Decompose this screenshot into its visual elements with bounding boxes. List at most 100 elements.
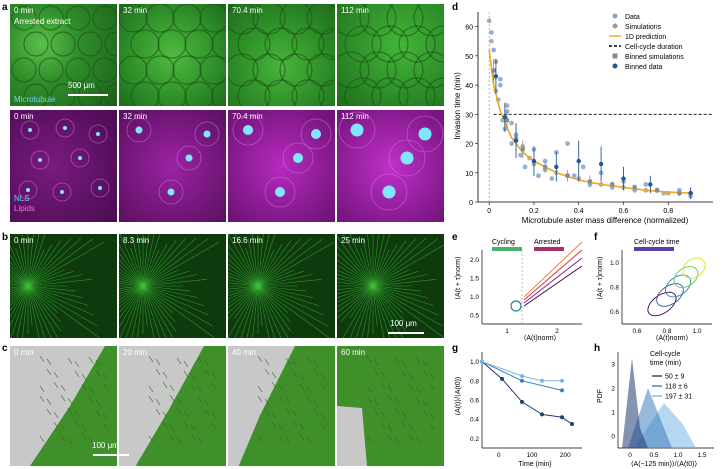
fiber-stroke [39, 355, 45, 363]
fiber-stroke [306, 386, 312, 394]
fiber-stroke [211, 422, 217, 430]
fiber-stroke [74, 360, 80, 368]
microtubule-fiber [142, 238, 187, 287]
cell-boundary [338, 111, 376, 149]
binned-data-marker [502, 115, 508, 120]
cell-outline [50, 31, 76, 57]
microtubule-fiber [27, 249, 45, 287]
microtubule-fiber [372, 285, 404, 338]
f-ylabel: ⟨A(t + τ)norm⟩ [596, 256, 604, 300]
cell-outline [386, 4, 424, 37]
nucleus-dot [243, 125, 253, 135]
microtubule-fiber [119, 285, 144, 319]
microtubule-fiber [257, 285, 330, 338]
fiber-stroke [299, 373, 305, 381]
cell-outline [157, 81, 187, 106]
fiber-stroke [320, 422, 326, 430]
microtubule-fiber [257, 285, 282, 338]
e-legend-arrested: Arrested [534, 239, 561, 246]
e-xtick-label: 1 [505, 328, 509, 335]
fiber-stroke [257, 395, 263, 403]
d-xtick-label: 0.6 [619, 208, 629, 215]
microtubule-fiber [228, 263, 259, 287]
h-legend-title-1: Cell-cycle [650, 351, 680, 358]
d-xtick-label: 0.8 [663, 208, 673, 215]
fiber-stroke [67, 407, 73, 415]
microtubule-fiber [372, 279, 437, 287]
arrested-trajectory [523, 257, 583, 304]
cell-outline [130, 81, 160, 106]
fiber-stroke [264, 358, 270, 366]
fiber-stroke [285, 437, 291, 445]
microtubule-fiber [142, 285, 176, 322]
microtubule-fiber [142, 285, 161, 338]
microtubule-fiber [349, 234, 374, 287]
microtubule-fiber [372, 269, 410, 287]
domain-tile: 20 min [119, 346, 226, 466]
microtubule-fiber [27, 244, 53, 287]
binned-sim-marker [520, 147, 525, 152]
simulation-point [504, 103, 510, 108]
h-density-area [622, 358, 648, 448]
microtubule-fiber [349, 285, 374, 319]
fiber-stroke [46, 398, 52, 406]
cell-outline [371, 77, 409, 106]
binned-sim-marker [587, 179, 592, 184]
fiber-stroke [81, 383, 87, 391]
microtubule-fiber [372, 234, 379, 287]
binned-data-marker [531, 158, 537, 164]
grey-domain [10, 346, 105, 466]
h-xtick-label: 1.5 [697, 452, 706, 459]
cell-boundary [18, 180, 38, 200]
e-xtick-label: 2 [555, 328, 559, 335]
microtubule-fiber [234, 234, 259, 287]
lipids-tile: 70.4 min [228, 110, 335, 222]
fiber-stroke [401, 370, 407, 378]
d-xtick-label: 0 [487, 208, 491, 215]
fiber-stroke [408, 423, 414, 431]
fiber-stroke [102, 412, 108, 420]
simulation-point [489, 38, 494, 44]
binned-sim-marker [565, 173, 570, 178]
cell-mesh [119, 4, 226, 106]
cell-outline [104, 31, 117, 57]
cell-boundary [388, 139, 426, 177]
fiber-stroke [183, 410, 189, 418]
microtubule-tile: 0 min [10, 4, 117, 106]
d-ytick-label: 60 [465, 25, 473, 32]
fiber-stroke [95, 399, 101, 407]
fiber-stroke [292, 410, 298, 418]
lipids-time-label: 70.4 min [232, 112, 263, 121]
f-xtick-label: 0.6 [632, 328, 641, 335]
g-ytick-label: 0.2 [470, 436, 479, 443]
cell-boundary [282, 142, 314, 174]
microtubule-fiber [10, 285, 29, 312]
microtubule-fiber [10, 283, 29, 287]
cell-outline [65, 57, 91, 83]
invasion-time-chart: Invasion time (min) Microtubule aster ma… [453, 12, 713, 225]
microtubule-fiber [119, 285, 144, 304]
fiber-stroke [46, 408, 52, 416]
microtubule-fiber [119, 277, 144, 287]
h-legend-title-2: time (min) [650, 360, 681, 367]
aster-fibers [10, 234, 105, 338]
microtubule-fiber [372, 285, 407, 332]
g-point [560, 388, 564, 393]
microtubule-fiber [137, 285, 144, 338]
microtubule-fiber [228, 258, 259, 287]
microtubule-fiber [17, 238, 29, 287]
fiber-stroke [394, 437, 400, 445]
nucleus-dot [418, 127, 432, 141]
fiber-stroke [88, 436, 94, 444]
microtubule-fiber [257, 238, 302, 287]
fiber-stroke [429, 422, 435, 430]
legend-label: Binned data [625, 64, 662, 71]
microtubule-fiber [142, 234, 161, 287]
e-legend-cycling: Cycling [492, 239, 515, 246]
f-loop [664, 274, 692, 298]
microtubule-fiber [10, 285, 29, 297]
cell-outline [306, 53, 335, 87]
microtubule-fiber [372, 270, 419, 287]
cell-outline [11, 5, 37, 31]
fiber-stroke [53, 381, 59, 389]
